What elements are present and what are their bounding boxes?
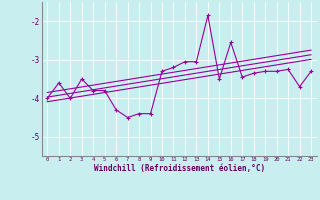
X-axis label: Windchill (Refroidissement éolien,°C): Windchill (Refroidissement éolien,°C): [94, 164, 265, 173]
